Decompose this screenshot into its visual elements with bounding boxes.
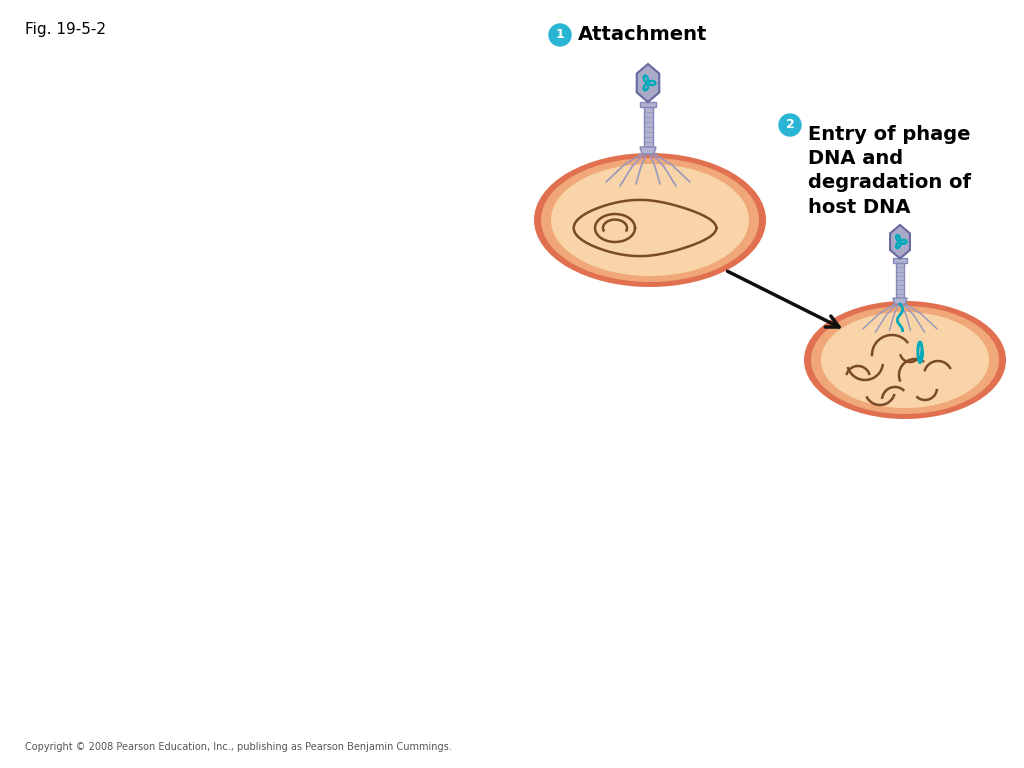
Text: Attachment: Attachment (578, 25, 708, 45)
Text: Copyright © 2008 Pearson Education, Inc., publishing as Pearson Benjamin Cumming: Copyright © 2008 Pearson Education, Inc.… (25, 742, 452, 752)
Bar (893, 259, 907, 263)
Polygon shape (637, 64, 659, 102)
Ellipse shape (811, 306, 999, 414)
Text: 1: 1 (556, 28, 564, 41)
Ellipse shape (804, 301, 1006, 419)
Ellipse shape (551, 164, 749, 276)
FancyArrowPatch shape (727, 271, 839, 327)
Polygon shape (893, 298, 907, 304)
Circle shape (549, 24, 571, 46)
Text: Fig. 19-5-2: Fig. 19-5-2 (25, 22, 106, 37)
Ellipse shape (534, 153, 766, 287)
Polygon shape (890, 225, 910, 259)
Bar (896, 263, 904, 298)
Polygon shape (640, 147, 656, 154)
Bar (640, 102, 656, 107)
Text: Entry of phage
DNA and
degradation of
host DNA: Entry of phage DNA and degradation of ho… (808, 125, 971, 217)
Circle shape (779, 114, 801, 136)
Ellipse shape (821, 312, 989, 408)
Bar (643, 107, 652, 147)
Ellipse shape (541, 158, 759, 282)
Text: 2: 2 (785, 118, 795, 131)
